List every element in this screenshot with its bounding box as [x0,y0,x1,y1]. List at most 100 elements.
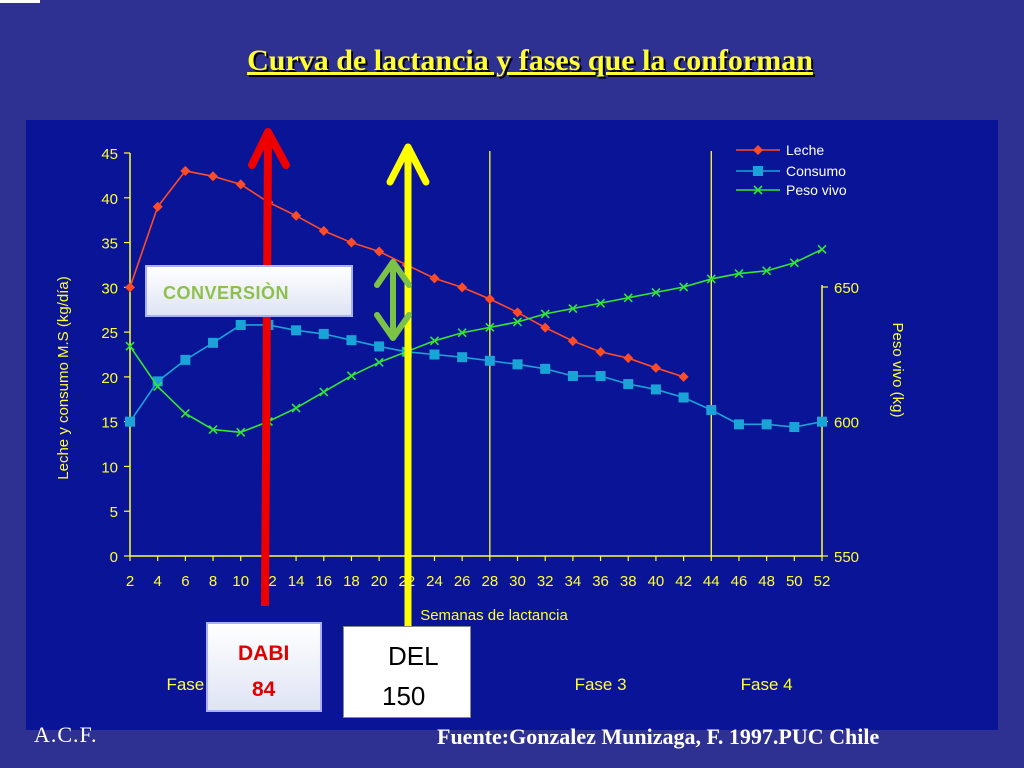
data-point-consumo [540,363,551,374]
source-citation: Fuente:Gonzalez Munizaga, F. 1997.PUC Ch… [437,724,880,749]
x-tick-label: 28 [481,573,498,590]
data-point-leche [346,237,357,248]
red-arrow-head [248,128,290,169]
data-point-peso-vivo [623,293,633,303]
x-tick-label: 46 [731,573,748,590]
data-point-consumo [291,325,302,336]
del-label: DEL [388,641,439,671]
y-axis-title: Leche y consumo M.S (kg/día) [55,276,72,479]
x-tick-label: 44 [703,573,720,590]
data-point-leche [291,210,302,221]
y-tick-label: 30 [101,280,118,297]
data-point-peso-vivo [595,298,606,308]
dabi-label: DABI [238,642,290,665]
corner-mark [0,0,40,3]
data-point-peso-vivo [374,357,384,367]
data-point-consumo [180,354,191,365]
green-double-arrow-head-bottom [374,312,412,341]
data-point-peso-vivo [817,244,827,254]
data-point-consumo [318,328,329,339]
data-point-peso-vivo [457,328,467,338]
data-point-leche [429,273,440,284]
data-point-leche [208,171,219,182]
y-tick-label: 5 [110,504,118,521]
data-point-leche [152,201,163,212]
x-tick-label: 8 [209,573,217,590]
x-tick-label: 34 [565,573,582,590]
green-double-arrow-head-top [374,259,412,288]
x-tick-label: 2 [126,573,134,590]
dabi-value: 84 [252,678,276,701]
x-tick-label: 50 [786,573,803,590]
data-point-peso-vivo [568,303,578,314]
data-point-consumo [346,335,357,346]
data-point-consumo [678,392,689,403]
data-point-leche [650,362,661,373]
data-point-consumo [761,419,772,430]
data-point-consumo [733,419,744,430]
x-tick-label: 18 [343,573,360,590]
data-point-peso-vivo [762,266,772,276]
legend-marker [753,145,763,155]
data-point-consumo [374,341,385,352]
y2-axis-title: Peso vivo (kg) [889,322,906,417]
x-tick-label: 20 [371,573,388,590]
y-tick-label: 40 [101,191,118,208]
legend-marker [753,185,763,195]
data-point-consumo [789,422,800,433]
slide-title: Curva de lactancia y fases que la confor… [247,44,813,77]
x-tick-label: 30 [509,573,526,590]
data-point-peso-vivo [429,336,440,346]
data-point-leche [512,307,523,318]
data-point-peso-vivo [651,287,661,297]
data-point-leche [595,346,606,357]
data-point-consumo [623,379,634,390]
phase-label: Fase 4 [741,675,793,694]
x-tick-label: 4 [154,573,162,590]
x-tick-label: 16 [315,573,332,590]
author-initials: A.C.F. [34,722,98,747]
legend-marker [753,166,763,176]
x-tick-label: 6 [181,573,189,590]
data-point-consumo [706,405,717,416]
x-tick-label: 52 [814,573,831,590]
phase-label: Fase 3 [575,675,627,694]
data-point-consumo [235,319,246,330]
phase-label: Fase [166,675,204,694]
data-point-peso-vivo [789,258,799,268]
x-tick-label: 24 [426,573,443,590]
y-tick-label: 0 [110,549,118,566]
data-point-consumo [208,337,219,348]
data-point-consumo [567,370,578,381]
y-tick-label: 10 [101,459,118,476]
data-point-leche [235,179,246,190]
data-point-peso-vivo [512,317,523,327]
data-point-peso-vivo [706,274,716,284]
y-tick-label: 15 [101,415,118,432]
x-tick-label: 38 [620,573,637,590]
data-point-consumo [817,416,827,427]
data-point-peso-vivo [679,282,689,292]
data-point-leche [318,225,329,236]
y-tick-label: 35 [101,236,118,253]
yellow-arrow-head [386,143,430,186]
x-tick-label: 36 [592,573,609,590]
y2-tick-label: 550 [834,549,859,566]
legend-label: Consumo [786,163,846,179]
x-tick-label: 40 [648,573,665,590]
data-point-leche [540,322,551,333]
conversion-box: CONVERSIÒN [145,265,353,317]
del-value: 150 [382,681,426,711]
dabi-box: DABI 84 [206,622,322,712]
data-point-peso-vivo [153,381,163,392]
chart-panel [26,120,998,730]
x-tick-label: 42 [675,573,692,590]
data-point-peso-vivo [319,387,329,397]
legend-label: Leche [786,142,824,158]
y-tick-label: 25 [101,325,118,342]
data-point-peso-vivo [346,371,357,381]
data-point-consumo [595,370,606,381]
red-arrow-shaft [261,137,272,607]
x-axis-title: Semanas de lactancia [420,607,568,624]
